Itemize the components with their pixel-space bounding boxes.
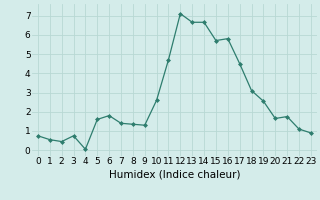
X-axis label: Humidex (Indice chaleur): Humidex (Indice chaleur) — [109, 169, 240, 179]
